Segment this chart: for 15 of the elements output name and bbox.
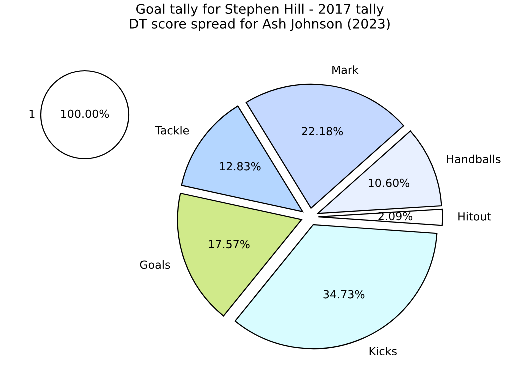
data-label: 2.09% xyxy=(378,212,413,221)
data-label: 10.60% xyxy=(369,178,410,188)
slice-label: Kicks xyxy=(370,346,397,356)
data-label: 12.83% xyxy=(220,162,261,171)
slice-label: Mark xyxy=(332,66,359,74)
slice-label: Hitout xyxy=(458,212,492,221)
data-label: 22.18% xyxy=(302,127,344,136)
data-label: 100.00% xyxy=(62,110,110,118)
slice-label: Handballs xyxy=(447,154,501,164)
data-label: 17.57% xyxy=(209,240,250,249)
slice-label: 1 xyxy=(30,110,35,118)
slice-label: Tackle xyxy=(155,126,190,135)
slice-label: Goals xyxy=(140,260,170,270)
data-label: 34.73% xyxy=(324,290,365,299)
chart-title: Goal tally for Stephen Hill - 2017 tally DT score spread for Ash Johnson (2023) xyxy=(130,4,390,32)
